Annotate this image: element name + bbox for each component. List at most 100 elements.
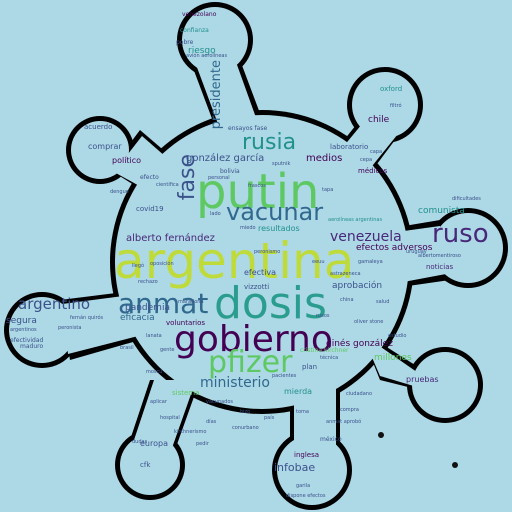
word-rusos: rusos <box>316 313 330 319</box>
word-segura: segura <box>6 316 37 326</box>
word-covid19: covid19 <box>136 205 164 213</box>
word-venezuela: venezuela <box>330 229 402 245</box>
word-presidente: presidente <box>209 60 224 130</box>
word-riesgo: riesgo <box>188 46 216 56</box>
word-peronismo: peronismo <box>254 249 281 255</box>
word-gamaleya: gamaleya <box>358 259 383 265</box>
word-argentino: argentino <box>18 295 91 313</box>
word-cepa: cepa <box>360 157 373 163</box>
word-pruebas: pruebas <box>406 375 439 384</box>
word-anmat: anmat <box>118 287 209 320</box>
word-gines-gonzalez: ginés gonzález <box>326 339 393 349</box>
word-mexico: méxico <box>320 436 342 443</box>
word-aplicar: aplicar <box>150 399 167 405</box>
word-ruso: ruso <box>432 219 489 249</box>
word-lado: lado <box>210 211 221 217</box>
word-dosis: dosis <box>214 278 327 329</box>
word-efectos-adversos: efectos adversos <box>356 243 433 253</box>
word-personal: personal <box>208 175 230 181</box>
word-eficacia: eficacia <box>120 313 155 323</box>
virus-body <box>9 7 503 505</box>
word-sistema: sistema <box>172 389 200 397</box>
word-mosc: moscú <box>146 369 163 375</box>
word-maradona: maradona <box>178 299 204 305</box>
word-sputnik: sputnik <box>272 161 291 167</box>
word-chile: chile <box>368 115 390 125</box>
word-rechazo: rechazo <box>138 279 158 285</box>
word-ensayos-fase: ensayos fase <box>228 125 268 132</box>
word-efectividad: efectividad <box>10 337 44 344</box>
word-cfk: cfk <box>140 461 151 469</box>
word-astrazeneca: astrazeneca <box>330 271 361 277</box>
word-politico: político <box>112 156 142 165</box>
word-oposicion: oposición <box>150 261 174 267</box>
word-maduro: maduro <box>20 343 44 350</box>
word-fernan-quiros: fernán quirós <box>70 315 104 321</box>
word-pandemia: pandemia <box>125 303 170 313</box>
word-filtro: filtró <box>390 103 402 109</box>
word-albertomentiroso: albertomentiroso <box>418 253 461 259</box>
word-lanata: lanata <box>146 333 162 339</box>
word-oliver-stone: oliver stone <box>354 319 384 325</box>
word-vacunados: vacunados <box>206 399 234 405</box>
word-confianza: confianza <box>180 27 209 34</box>
word-china: china <box>340 297 354 303</box>
word-gonzalez-garcia: gonzález garcía <box>186 153 265 164</box>
word-dispone-efectos: dispone efectos <box>286 493 326 499</box>
word-aerolineas-argentinas: aerolíneas argentinas <box>328 217 383 223</box>
word-anmat-aprobo: anmat aprobó <box>326 419 362 425</box>
word-oxford: oxford <box>380 85 403 93</box>
word-comunista: comunista <box>418 206 465 216</box>
word-resultados: resultados <box>258 224 300 233</box>
word-capa: capa <box>370 149 383 155</box>
word-bolivia: bolivia <box>220 168 240 175</box>
word-llego: llegó <box>132 263 145 269</box>
word-cientifica: científica <box>156 182 179 188</box>
word-pobre: pobre <box>176 39 194 46</box>
word-cristina-kirchner: cristina kirchner <box>300 347 349 354</box>
word-inglesa: inglesa <box>294 451 320 459</box>
word-pacientes: pacientes <box>272 373 297 379</box>
word-efecto: efecto <box>140 174 159 181</box>
word-conurbano: conurbano <box>232 425 259 431</box>
word-hizo: hizo <box>240 409 251 415</box>
word-acuerdo: acuerdo <box>84 123 113 131</box>
word-avion-aerolineas: avión aerolíneas <box>186 53 228 59</box>
dot <box>378 432 384 438</box>
word-noticias: noticias <box>426 263 454 271</box>
word-rusia: rusia <box>242 130 297 155</box>
word-dengue: dengue <box>110 189 129 195</box>
word-toma: toma <box>296 409 309 415</box>
word-tapa: tapa <box>322 187 334 193</box>
word-vizzotti: vizzotti <box>244 283 270 291</box>
word-pais: país <box>264 415 275 421</box>
word-vacunar: vacunar <box>226 198 324 226</box>
word-aprobacion: aprobación <box>332 281 383 291</box>
word-dificultades: dificultades <box>452 196 481 202</box>
word-miedo: miedo <box>240 225 256 231</box>
word-ministerio: ministerio <box>200 375 270 391</box>
word-ciudadano: ciudadano <box>346 391 373 397</box>
word-alberto-fernandez: alberto fernández <box>126 233 215 244</box>
word-garila: garila <box>296 483 311 489</box>
word-gente: gente <box>160 347 175 353</box>
word-frascos: frascos <box>248 183 266 189</box>
word-medios: medios <box>306 153 343 164</box>
word-tecnica: técnica <box>320 355 339 361</box>
word-voluntarios: voluntarios <box>166 319 206 327</box>
word-dias: días <box>206 419 217 425</box>
word-pfizer: pfizer <box>208 345 293 380</box>
word-plan: plan <box>302 363 318 371</box>
word-gobierno: gobierno <box>174 319 333 360</box>
word-brasil: brasil <box>120 345 134 351</box>
word-kirchnerismo: kirchnerismo <box>174 429 207 435</box>
word-estudio: estudio <box>388 333 407 339</box>
word-pedir: pedir <box>196 441 209 447</box>
word-europa: europa <box>140 439 168 448</box>
word-argentina: argentina <box>114 232 355 290</box>
word-venezolano: venezolano <box>182 11 217 18</box>
word-mierda: mierda <box>284 387 313 396</box>
word-compra: compra <box>340 407 359 413</box>
